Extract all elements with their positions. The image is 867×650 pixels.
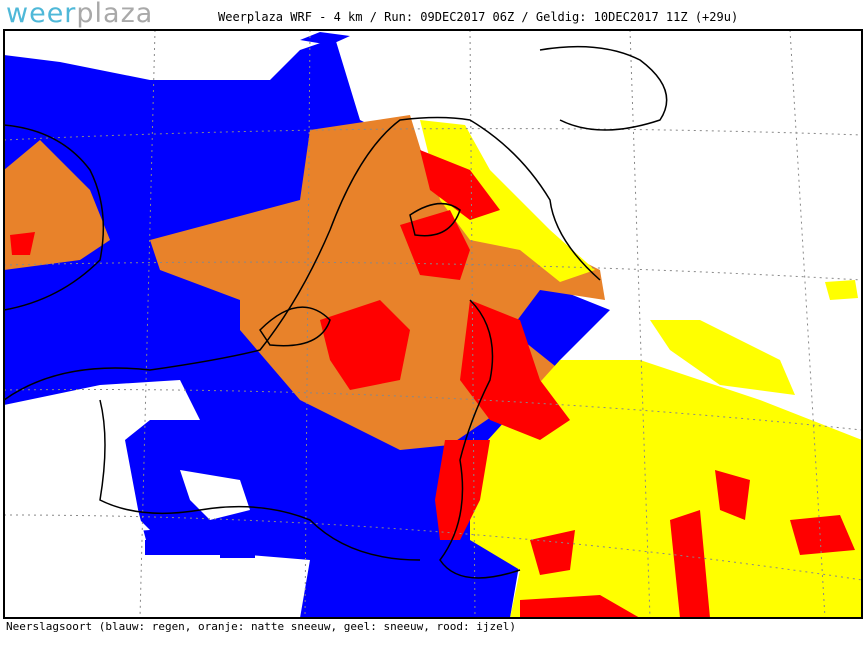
precipitation [4,30,862,618]
header-title: Weerplaza WRF - 4 km / Run: 09DEC2017 06… [218,10,739,24]
logo: weerplaza [6,0,153,29]
footer-legend: Neerslagsoort (blauw: regen, oranje: nat… [6,620,516,633]
logo-part: plaza [76,0,154,29]
logo-part: weer [6,0,77,29]
map-frame [3,29,863,619]
